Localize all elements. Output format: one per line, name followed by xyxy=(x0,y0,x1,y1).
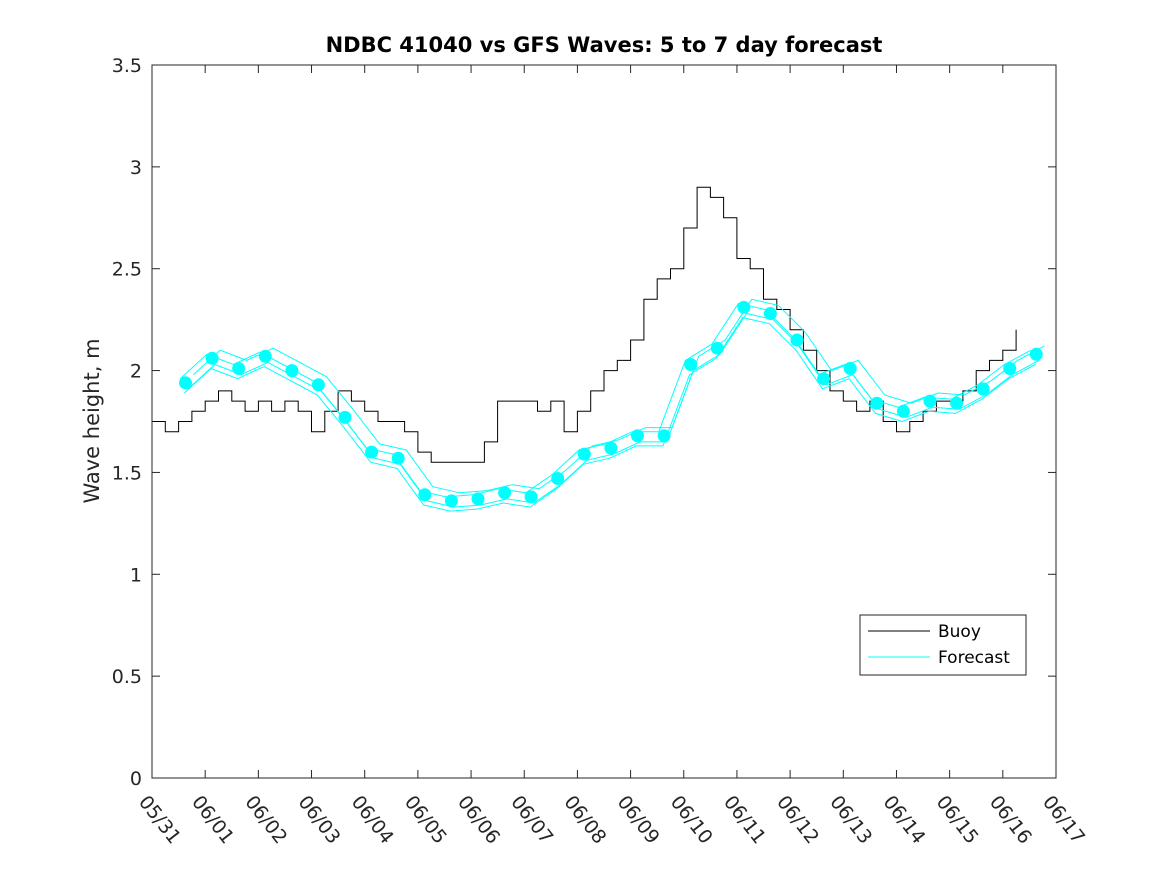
forecast-point xyxy=(391,451,405,465)
legend-label-forecast: Forecast xyxy=(938,648,1010,668)
x-tick-label: 06/15 xyxy=(932,792,983,849)
y-tick-label: 3.5 xyxy=(112,55,142,77)
x-tick-label: 06/04 xyxy=(347,792,398,849)
forecast-point xyxy=(843,362,857,375)
forecast-point xyxy=(923,394,937,408)
forecast-point xyxy=(577,447,591,461)
x-tick-label: 05/31 xyxy=(134,792,185,849)
forecast-point xyxy=(896,404,910,418)
forecast-line xyxy=(184,317,1036,512)
x-tick-label: 06/12 xyxy=(772,792,823,849)
x-tick-label: 06/10 xyxy=(666,792,717,849)
x-tick-label: 06/13 xyxy=(825,792,876,849)
forecast-point xyxy=(524,490,538,504)
x-tick-label: 06/07 xyxy=(506,792,557,849)
forecast-point xyxy=(976,382,990,396)
forecast-point xyxy=(498,486,512,500)
forecast-point xyxy=(551,472,565,485)
chart-title: NDBC 41040 vs GFS Waves: 5 to 7 day fore… xyxy=(326,33,883,57)
x-tick-label: 06/05 xyxy=(400,792,451,849)
forecast-point xyxy=(657,429,671,443)
forecast-point xyxy=(1029,347,1043,361)
forecast-point xyxy=(258,349,272,363)
forecast-point xyxy=(365,445,379,459)
forecast-point xyxy=(870,396,884,410)
x-tick-label: 06/02 xyxy=(240,792,291,849)
forecast-point xyxy=(179,376,192,390)
forecast-point xyxy=(338,410,352,424)
y-tick-label: 0 xyxy=(130,768,142,790)
forecast-point xyxy=(1003,362,1017,375)
forecast-point xyxy=(285,364,299,378)
y-tick-label: 1.5 xyxy=(112,462,142,484)
legend: Buoy Forecast xyxy=(859,614,1027,676)
forecast-point xyxy=(737,300,751,314)
x-tick-label: 06/16 xyxy=(985,792,1036,849)
forecast-point xyxy=(418,488,432,502)
forecast-line xyxy=(187,312,1040,508)
x-tick-label: 06/14 xyxy=(879,792,930,849)
forecast-line xyxy=(193,298,1045,494)
y-axis-label: Wave height, m xyxy=(80,338,104,503)
y-tick-label: 0.5 xyxy=(112,666,142,688)
forecast-point xyxy=(710,341,724,355)
forecast-point xyxy=(631,429,644,443)
y-tick-label: 2.5 xyxy=(112,259,142,281)
x-tick-label: 06/17 xyxy=(1038,792,1089,849)
forecast-point xyxy=(205,351,219,365)
forecast-point xyxy=(604,441,618,455)
y-tick-label: 3 xyxy=(130,157,142,179)
x-tick-label: 06/08 xyxy=(559,792,610,849)
x-tick-label: 06/03 xyxy=(294,792,345,849)
plot-content xyxy=(152,186,1045,512)
x-tick-label: 06/09 xyxy=(613,792,664,849)
forecast-point xyxy=(444,494,458,508)
forecast-point xyxy=(817,372,831,386)
y-tick-label: 1 xyxy=(130,564,142,586)
legend-label-buoy: Buoy xyxy=(938,622,981,642)
forecast-point xyxy=(950,396,964,410)
forecast-point xyxy=(471,492,485,506)
forecast-point xyxy=(311,378,325,392)
legend-box xyxy=(859,614,1027,676)
x-tick-label: 06/11 xyxy=(719,792,770,849)
forecast-point xyxy=(763,307,777,320)
forecast-point xyxy=(684,358,698,371)
forecast-point xyxy=(790,333,804,347)
forecast-point xyxy=(232,362,246,375)
x-tick-label: 06/01 xyxy=(187,792,238,849)
y-tick-label: 2 xyxy=(130,361,142,383)
x-tick-label: 06/06 xyxy=(453,792,504,849)
